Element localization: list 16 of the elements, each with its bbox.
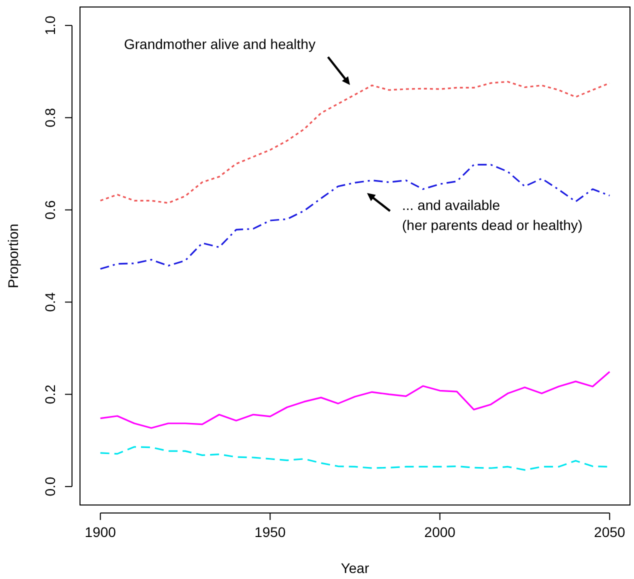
y-tick-label: 1.0 bbox=[42, 16, 58, 36]
y-tick-label: 0.2 bbox=[42, 384, 58, 404]
annotation: ... and available (her parents dead or healthy) bbox=[402, 197, 583, 233]
x-tick-label: 2000 bbox=[424, 524, 456, 540]
y-tick-label: 0.6 bbox=[42, 200, 58, 220]
line-series bbox=[100, 370, 610, 429]
y-axis-title: Proportion bbox=[5, 224, 21, 288]
x-tick-label: 2050 bbox=[594, 524, 626, 540]
x-axis-title: Year bbox=[340, 560, 370, 576]
y-tick-label: 0.8 bbox=[42, 108, 58, 128]
line-series bbox=[100, 164, 610, 270]
annotation: Grandmother alive and healthy bbox=[124, 36, 316, 52]
x-tick-label: 1900 bbox=[84, 524, 116, 540]
y-tick-label: 0.4 bbox=[42, 292, 58, 312]
y-tick-label: 0.0 bbox=[42, 476, 58, 496]
x-tick-label: 1950 bbox=[254, 524, 286, 540]
